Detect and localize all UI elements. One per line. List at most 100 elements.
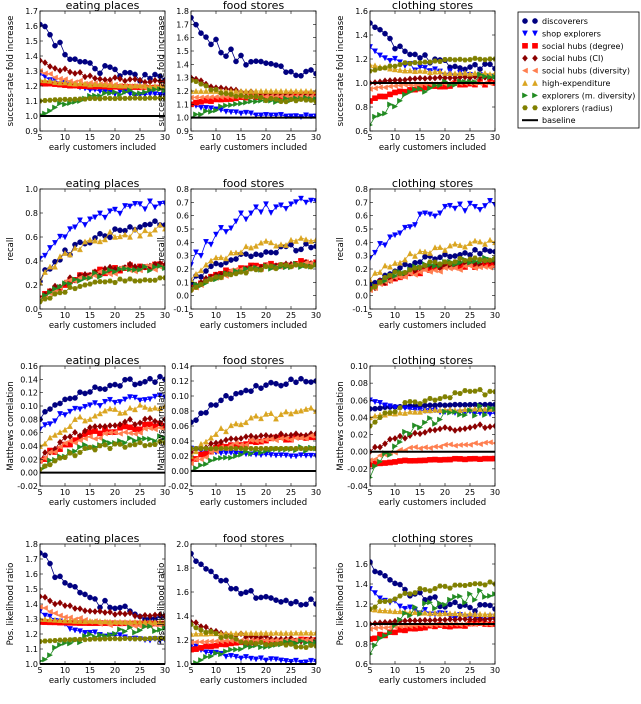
data-point-mdiv	[203, 461, 210, 468]
data-point-mdiv	[107, 631, 114, 638]
data-point-div	[126, 430, 133, 437]
data-point-rad	[233, 446, 239, 451]
data-point-shop	[117, 399, 123, 406]
series-group	[40, 373, 165, 472]
data-point-div	[426, 445, 433, 451]
data-point-mdiv	[233, 453, 240, 460]
data-point-disc	[67, 56, 73, 63]
data-point-ci	[112, 611, 118, 618]
data-point-shop	[82, 222, 88, 229]
data-point-disc	[472, 247, 478, 253]
data-point-high	[447, 70, 453, 76]
data-point-high	[472, 611, 478, 617]
data-point-ci	[288, 431, 294, 439]
data-point-high	[193, 448, 199, 455]
data-point-rad	[92, 447, 98, 453]
data-point-ci	[67, 602, 73, 610]
data-point-shop	[208, 649, 214, 656]
data-point-disc	[288, 68, 294, 75]
data-point-shop	[47, 421, 53, 428]
data-point-rad	[127, 95, 133, 101]
data-point-shop	[137, 397, 143, 404]
data-point-shop	[253, 656, 259, 663]
data-point-mdiv	[258, 644, 265, 651]
data-point-shop	[248, 210, 254, 217]
data-point-rad	[238, 639, 244, 645]
data-point-high	[462, 69, 468, 76]
data-point-mdiv	[223, 454, 230, 461]
data-point-high	[132, 618, 138, 625]
data-point-rad	[422, 587, 428, 593]
x-tick-label: 10	[390, 311, 400, 320]
legend-marker	[522, 92, 529, 99]
data-point-shop	[382, 402, 388, 409]
data-point-shop	[293, 657, 299, 664]
data-point-rad	[62, 289, 68, 295]
x-tick-label: 10	[390, 488, 400, 497]
data-point-shop	[457, 201, 463, 208]
data-point-mdiv	[377, 111, 384, 118]
panel-title: eating places	[66, 0, 140, 12]
data-point-mdiv	[377, 458, 384, 465]
data-point-high	[407, 250, 413, 257]
data-point-disc	[203, 34, 209, 40]
data-point-rad	[427, 588, 433, 594]
data-point-rad	[258, 267, 264, 273]
series-group	[40, 21, 165, 117]
data-point-ci	[40, 57, 43, 64]
data-point-mdiv	[47, 652, 54, 659]
y-tick-label: 0.02	[20, 455, 38, 464]
data-point-mdiv	[97, 631, 104, 638]
data-point-shop	[233, 218, 239, 225]
data-point-high	[228, 422, 234, 429]
x-tick-label: 20	[261, 311, 271, 320]
data-point-shop	[57, 411, 63, 418]
data-point-rad	[437, 59, 443, 64]
data-point-high	[487, 236, 493, 243]
data-point-disc	[392, 580, 398, 587]
data-point-disc	[223, 53, 229, 59]
data-point-high	[248, 87, 254, 94]
data-point-rad	[288, 641, 294, 647]
data-point-mdiv	[137, 627, 144, 634]
data-point-disc	[107, 382, 113, 389]
legend-marker	[522, 18, 528, 24]
data-point-div	[86, 433, 93, 440]
data-point-disc	[248, 388, 254, 394]
data-point-mdiv	[193, 111, 200, 118]
data-point-div	[416, 269, 423, 276]
data-point-rad	[417, 401, 423, 407]
y-tick-label: 1.1	[25, 97, 38, 106]
x-tick-label: 5	[367, 488, 372, 497]
data-point-mdiv	[477, 71, 484, 78]
data-point-high	[253, 630, 259, 636]
data-point-mdiv	[193, 465, 200, 472]
data-point-mdiv	[97, 273, 104, 280]
data-point-shop	[298, 659, 304, 664]
data-point-high	[191, 276, 194, 283]
data-point-disc	[243, 387, 249, 394]
data-point-mdiv	[243, 265, 250, 272]
data-point-high	[77, 80, 83, 87]
legend-entry-rad: explorers (radius)	[522, 104, 613, 113]
data-point-ci	[72, 70, 78, 77]
data-point-shop	[370, 44, 373, 51]
data-point-rad	[193, 625, 199, 631]
data-point-high	[253, 412, 259, 419]
y-tick-label: 0.4	[176, 238, 189, 247]
data-point-ci	[238, 435, 244, 442]
data-point-mdiv	[132, 90, 139, 97]
data-point-div	[396, 623, 403, 630]
legend-label: shop explorers	[542, 29, 601, 38]
data-point-ci	[417, 430, 423, 438]
data-point-div	[56, 443, 63, 450]
data-point-rad	[47, 638, 53, 644]
data-point-div	[151, 426, 158, 433]
data-point-disc	[203, 268, 209, 274]
data-point-disc	[122, 69, 128, 76]
data-point-mdiv	[228, 102, 235, 108]
data-point-shop	[77, 628, 83, 635]
data-point-high	[273, 629, 279, 636]
